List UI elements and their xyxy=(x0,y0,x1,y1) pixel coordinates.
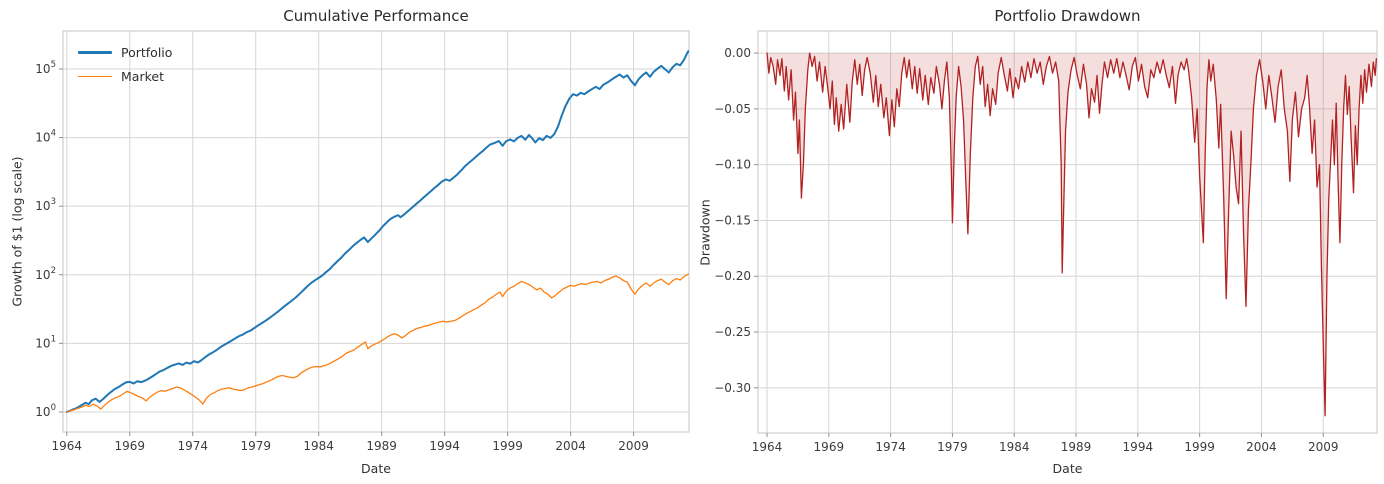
x-tick-label: 1969 xyxy=(814,440,845,454)
y-tick-label: 102 xyxy=(35,266,56,282)
legend-item-market: Market xyxy=(78,69,172,84)
x-tick-label: 1994 xyxy=(1123,440,1154,454)
y-tick-label: 101 xyxy=(35,334,56,350)
x-tick-label: 1974 xyxy=(177,439,208,453)
right-chart-title: Portfolio Drawdown xyxy=(994,7,1141,25)
y-tick-label: 0.00 xyxy=(724,46,751,60)
y-tick-label: −0.15 xyxy=(714,213,751,227)
drawdown-area-fill xyxy=(767,53,1377,416)
legend-label-portfolio: Portfolio xyxy=(121,45,173,60)
y-tick-label: −0.25 xyxy=(714,325,751,339)
x-tick-label: 1979 xyxy=(937,440,968,454)
x-tick-label: 2004 xyxy=(555,439,586,453)
x-tick-label: 1999 xyxy=(492,439,523,453)
right-x-axis-label: Date xyxy=(1052,461,1083,476)
x-tick-label: 1989 xyxy=(1061,440,1092,454)
left-chart-title: Cumulative Performance xyxy=(283,7,469,25)
x-tick-label: 2004 xyxy=(1246,440,1277,454)
drawdown-line xyxy=(766,52,1377,417)
y-tick-label: −0.10 xyxy=(714,158,751,172)
x-tick-label: 2009 xyxy=(1308,440,1339,454)
y-tick-label: 100 xyxy=(35,403,56,419)
y-tick-label: 104 xyxy=(35,129,56,145)
y-tick-label: 103 xyxy=(35,197,56,213)
x-tick-label: 1974 xyxy=(875,440,906,454)
x-tick-label: 1969 xyxy=(114,439,145,453)
market-line xyxy=(66,273,689,413)
x-tick-label: 1984 xyxy=(999,440,1030,454)
x-tick-label: 1989 xyxy=(366,439,397,453)
x-tick-label: 1979 xyxy=(240,439,271,453)
left-y-axis-label: Growth of $1 (log scale) xyxy=(9,155,25,307)
y-tick-label: −0.20 xyxy=(714,269,751,283)
x-tick-label: 1964 xyxy=(52,439,83,453)
x-tick-label: 2009 xyxy=(618,439,649,453)
left-x-axis-label: Date xyxy=(361,461,391,476)
legend-label-market: Market xyxy=(121,69,164,84)
y-tick-label: 105 xyxy=(35,60,56,76)
legend: Portfolio Market xyxy=(78,45,172,84)
x-tick-label: 1964 xyxy=(752,440,783,454)
y-tick-label: −0.30 xyxy=(714,381,751,395)
legend-item-portfolio: Portfolio xyxy=(78,45,172,60)
portfolio-line xyxy=(65,50,689,413)
y-tick-label: −0.05 xyxy=(714,102,751,116)
right-y-axis-label: Drawdown xyxy=(697,198,713,266)
x-tick-label: 1994 xyxy=(429,439,460,453)
x-tick-label: 1984 xyxy=(303,439,334,453)
x-tick-label: 1999 xyxy=(1184,440,1215,454)
market-line-swatch xyxy=(78,75,112,78)
portfolio-line-swatch xyxy=(78,51,112,54)
